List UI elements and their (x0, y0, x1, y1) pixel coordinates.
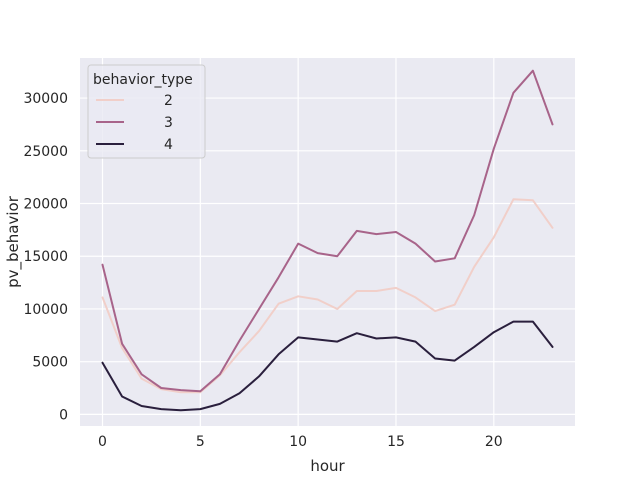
series-line-4 (101, 320, 554, 412)
y-tick-label: 10000 (23, 302, 68, 318)
series-line-3 (101, 69, 554, 393)
legend: behavior_type 2 3 4 (87, 64, 206, 159)
x-tick-labels: 0 5 10 15 20 (98, 434, 503, 450)
legend-label-2: 2 (164, 93, 173, 109)
x-tick-label: 5 (196, 434, 205, 450)
y-tick-label: 20000 (23, 197, 68, 213)
legend-label-4: 4 (164, 137, 173, 153)
legend-title: behavior_type (93, 72, 193, 88)
y-tick-label: 15000 (23, 249, 68, 265)
series-line-2 (101, 198, 554, 394)
x-axis-label: hour (310, 457, 345, 475)
x-tick-label: 10 (289, 434, 307, 450)
x-tick-label: 15 (387, 434, 405, 450)
series-lines (101, 69, 554, 412)
x-tick-label: 0 (98, 434, 107, 450)
y-tick-label: 5000 (32, 355, 68, 371)
y-tick-label: 25000 (23, 144, 68, 160)
legend-box (87, 64, 206, 159)
legend-label-3: 3 (164, 115, 173, 131)
y-axis-label: pv_behavior (4, 195, 23, 288)
x-tick-label: 20 (485, 434, 503, 450)
y-tick-label: 30000 (23, 91, 68, 107)
y-tick-label: 0 (59, 407, 68, 423)
y-tick-labels: 0 5000 10000 15000 20000 25000 30000 (23, 91, 68, 423)
